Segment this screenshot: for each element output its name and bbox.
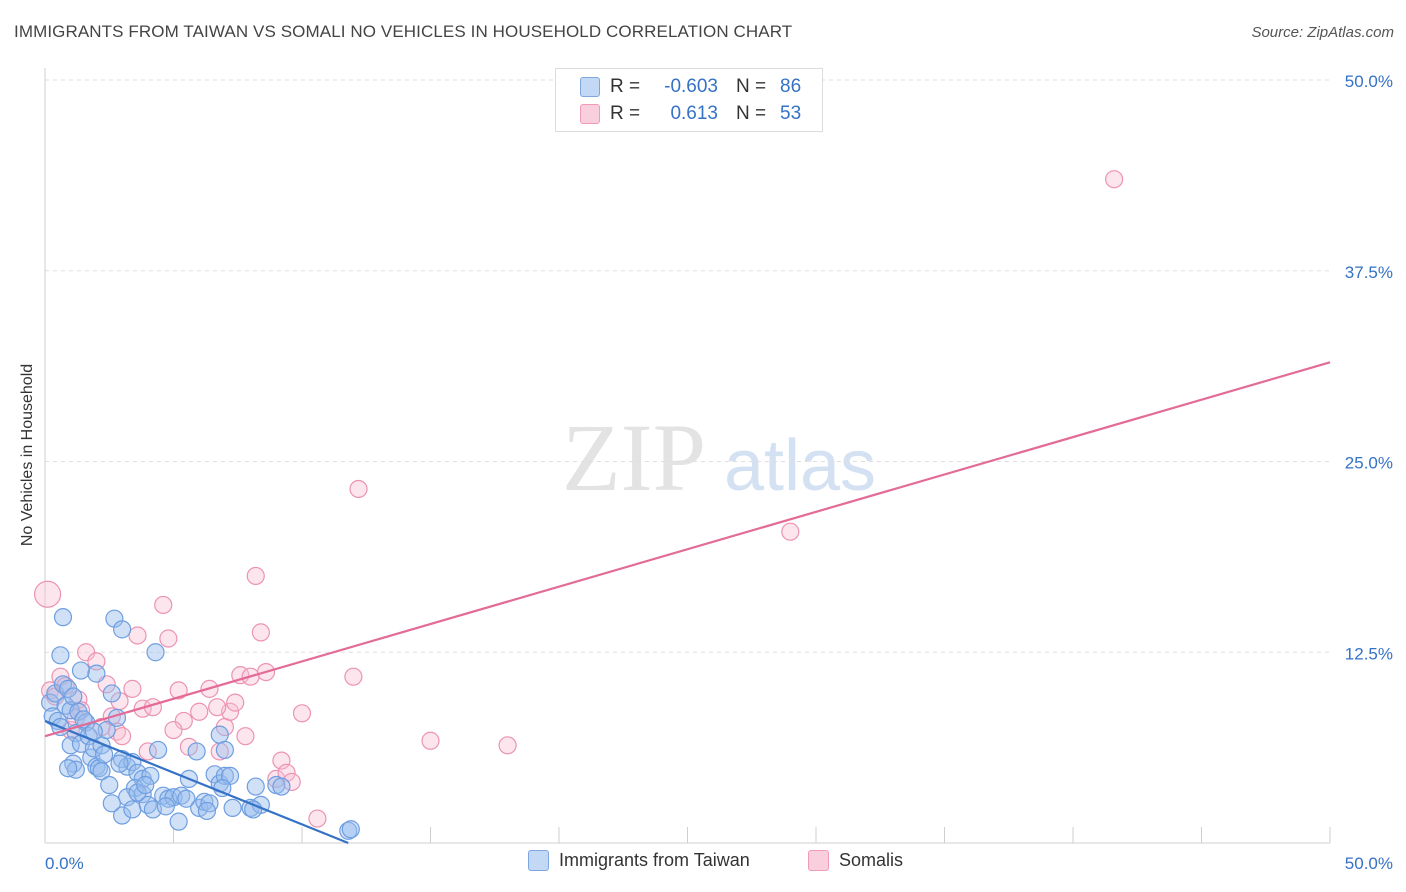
taiwan-point [72,662,89,679]
somalis-point [499,737,516,754]
taiwan-point [111,755,128,772]
somalis-point [165,722,182,739]
taiwan-point [52,647,69,664]
legend-r-label: R = [610,76,646,98]
legend-row-taiwan: R = -0.603 N = 86 [580,75,801,99]
somalis-point [247,567,264,584]
taiwan-swatch [580,77,600,97]
legend-r-value: 0.613 [646,103,718,125]
somalis-swatch [580,104,600,124]
taiwan-point [170,813,187,830]
somalis-point [227,694,244,711]
taiwan-point [247,778,264,795]
somalis-point [294,705,311,722]
axis-ticks [45,827,1330,843]
somalis-point [237,728,254,745]
somalis-point [114,728,131,745]
somalis-point [160,630,177,647]
taiwan-point [101,777,118,794]
taiwan-point [114,621,131,638]
taiwan-point [224,799,241,816]
somalis-point [209,699,226,716]
taiwan-point [65,688,82,705]
scatter-chart: ZIP atlas 12.5% 25.0% 37.5% 50.0% 0.0% 50.0% [0,0,1406,892]
y-tick-label: 12.5% [1345,644,1393,663]
taiwan-point [150,741,167,758]
bottom-legend-taiwan: Immigrants from Taiwan [528,850,750,871]
somalis-point [35,581,61,607]
somalis-point [782,523,799,540]
taiwan-point [342,821,359,838]
y-axis-label: No Vehicles in Household [19,364,37,546]
somalis-point [1106,171,1123,188]
taiwan-point [96,746,113,763]
taiwan-point [137,777,154,794]
taiwan-point [88,665,105,682]
somalis-point [129,627,146,644]
grid-lines [45,80,1330,652]
taiwan-point [188,743,205,760]
legend-r-label: R = [610,103,646,125]
legend-row-somalis: R = 0.613 N = 53 [580,102,801,126]
legend-label-somalis: Somalis [839,850,903,871]
x-tick-label: 50.0% [1345,854,1393,873]
somalis-legend-swatch [808,850,829,871]
somalis-point [422,732,439,749]
watermark-zip: ZIP [562,404,706,511]
somalis-point [124,680,141,697]
somalis-point [191,703,208,720]
taiwan-point [211,726,228,743]
legend-n-label: N = [736,76,774,98]
legend-n-value: 53 [780,103,801,125]
watermark-atlas: atlas [724,426,876,506]
tick-labels: 12.5% 25.0% 37.5% 50.0% 0.0% 50.0% [45,72,1393,873]
somalis-point [155,596,172,613]
watermark: ZIP atlas [562,404,876,511]
taiwan-point [124,801,141,818]
somalis-point [309,810,326,827]
x-tick-label: 0.0% [45,854,84,873]
somalis-point [345,668,362,685]
taiwan-point [54,609,71,626]
somalis-point [350,480,367,497]
taiwan-point [178,790,195,807]
legend-n-label: N = [736,103,774,125]
bottom-legend-somalis: Somalis [808,850,903,871]
taiwan-point [103,795,120,812]
taiwan-trend-line [45,721,348,843]
taiwan-point [157,798,174,815]
taiwan-point [273,778,290,795]
taiwan-point [216,741,233,758]
y-tick-label: 25.0% [1345,454,1393,473]
stats-legend: R = -0.603 N = 86 R = 0.613 N = 53 [555,68,823,132]
taiwan-point [103,685,120,702]
taiwan-legend-swatch [528,850,549,871]
legend-n-value: 86 [780,76,801,98]
y-tick-label: 50.0% [1345,72,1393,91]
taiwan-point [60,760,77,777]
legend-r-value: -0.603 [646,76,718,98]
legend-label-taiwan: Immigrants from Taiwan [559,850,750,871]
somalis-point [252,624,269,641]
taiwan-point [198,802,215,819]
y-tick-label: 37.5% [1345,263,1393,282]
taiwan-point [147,644,164,661]
